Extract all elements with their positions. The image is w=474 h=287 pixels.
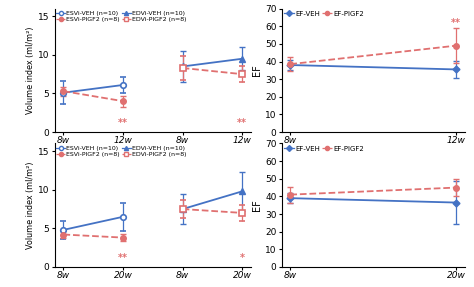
- Y-axis label: Volume index (ml/m²): Volume index (ml/m²): [26, 27, 35, 114]
- Legend: ESVi-VEH (n=10), ESVi-PlGF2 (n=8), EDVi-VEH (n=10), EDVi-PlGF2 (n=8): ESVi-VEH (n=10), ESVi-PlGF2 (n=8), EDVi-…: [56, 10, 187, 23]
- Legend: ESVi-VEH (n=10), ESVi-PlGF2 (n=8), EDVi-VEH (n=10), EDVi-PlGF2 (n=8): ESVi-VEH (n=10), ESVi-PlGF2 (n=8), EDVi-…: [56, 145, 187, 158]
- Legend: EF-VEH, EF-PlGF2: EF-VEH, EF-PlGF2: [283, 10, 365, 18]
- Y-axis label: Volume index (ml/m²): Volume index (ml/m²): [26, 162, 35, 249]
- Y-axis label: EF: EF: [252, 199, 262, 211]
- Text: *: *: [240, 253, 245, 263]
- Text: **: **: [451, 18, 461, 28]
- Y-axis label: EF: EF: [252, 65, 262, 76]
- Text: **: **: [118, 253, 128, 263]
- Text: **: **: [237, 118, 247, 128]
- Legend: EF-VEH, EF-PlGF2: EF-VEH, EF-PlGF2: [283, 145, 365, 152]
- Text: **: **: [118, 118, 128, 128]
